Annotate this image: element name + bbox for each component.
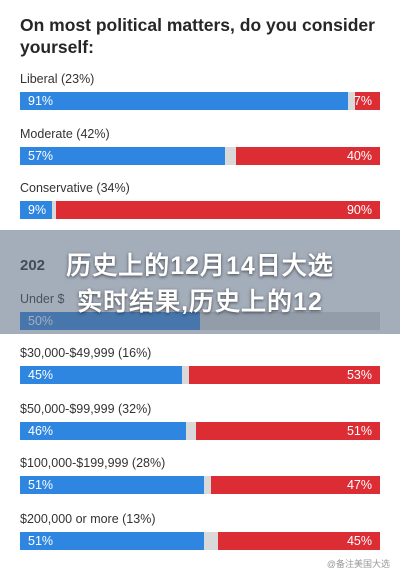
data-label-blue: 45% xyxy=(28,368,54,382)
bar-track: 9% 90% xyxy=(20,201,380,219)
data-label-red: 90% xyxy=(346,203,372,217)
chart-title: On most political matters, do you consid… xyxy=(20,15,375,57)
data-label-blue: 57% xyxy=(28,149,54,163)
bar-segment-blue: 45% xyxy=(20,366,182,384)
data-label-red: 40% xyxy=(346,149,372,163)
bar-track: 91% 7% xyxy=(20,92,380,110)
category-label: Moderate (42%) xyxy=(20,127,110,141)
banner-overlay xyxy=(0,230,400,334)
bar-segment-blue: 91% xyxy=(20,92,348,110)
data-label-blue: 51% xyxy=(28,534,54,548)
bar-track: 51% 45% xyxy=(20,532,380,550)
bar-segment-red: 7% xyxy=(353,92,380,110)
data-label-red: 7% xyxy=(353,94,372,108)
bar-segment-blue: 9% xyxy=(20,201,53,219)
bar-segment-blue: 46% xyxy=(20,422,186,440)
bar-segment-red: 90% xyxy=(56,201,380,219)
bar-segment-blue: 51% xyxy=(20,532,204,550)
data-label-red: 47% xyxy=(346,478,372,492)
category-label: $30,000-$49,999 (16%) xyxy=(20,346,152,360)
category-label: $100,000-$199,999 (28%) xyxy=(20,456,166,470)
bar-segment-red: 40% xyxy=(236,147,380,165)
bar-segment-red: 45% xyxy=(218,532,380,550)
bar-track: 46% 51% xyxy=(20,422,380,440)
banner-line-2: 实时结果,历史上的12 xyxy=(77,288,323,316)
category-label: $200,000 or more (13%) xyxy=(20,512,156,526)
bar-segment-blue: 57% xyxy=(20,147,226,165)
data-label-blue: 51% xyxy=(28,478,54,492)
bar-segment-blue: 51% xyxy=(20,476,204,494)
bar-track: 45% 53% xyxy=(20,366,380,384)
banner-line-1: 历史上的12月14日大选 xyxy=(66,252,334,280)
data-label-red: 53% xyxy=(346,368,372,382)
data-label-red: 45% xyxy=(346,534,372,548)
category-label: Conservative (34%) xyxy=(20,181,130,195)
bar-track: 57% 40% xyxy=(20,147,380,165)
data-label-blue: 9% xyxy=(28,203,47,217)
data-label-blue: 91% xyxy=(28,94,54,108)
bar-track: 51% 47% xyxy=(20,476,380,494)
watermark: @备注美国大选 xyxy=(326,559,390,569)
bar-segment-red: 51% xyxy=(196,422,380,440)
category-label: Liberal (23%) xyxy=(20,72,95,86)
data-label-blue: 46% xyxy=(28,424,54,438)
bar-segment-red: 47% xyxy=(210,476,380,494)
category-label: $50,000-$99,999 (32%) xyxy=(20,402,152,416)
data-label-red: 51% xyxy=(346,424,372,438)
bar-segment-red: 53% xyxy=(189,366,380,384)
